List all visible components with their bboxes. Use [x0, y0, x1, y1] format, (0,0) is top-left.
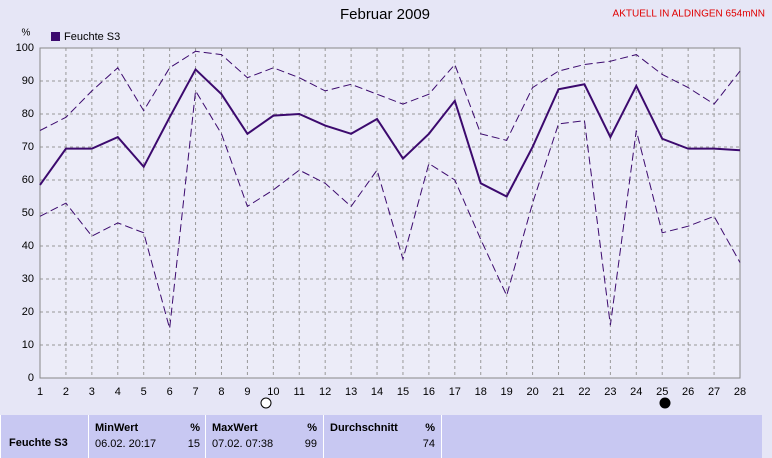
data-line — [39, 89, 741, 329]
y-tick-label: 100 — [16, 42, 34, 54]
data-line — [39, 50, 741, 141]
x-tick-label: 19 — [501, 386, 513, 398]
x-tick-label: 15 — [397, 386, 409, 398]
x-tick-label: 1 — [37, 386, 43, 398]
sensor-cell: Feuchte S3 — [0, 415, 89, 458]
x-tick-label: 21 — [552, 386, 564, 398]
column-unit: % — [307, 422, 317, 434]
x-tick-label: 24 — [630, 386, 642, 398]
x-tick-label: 16 — [423, 386, 435, 398]
x-tick-label: 9 — [244, 386, 250, 398]
x-tick-label: 4 — [115, 386, 121, 398]
y-tick-label: 80 — [22, 108, 34, 120]
x-tick-label: 17 — [449, 386, 461, 398]
plot-border — [39, 47, 741, 379]
column-time: 06.02. 20:17 — [95, 438, 157, 450]
x-tick-label: 10 — [267, 386, 279, 398]
data-line — [39, 67, 741, 198]
annotation: AKTUELL IN ALDINGEN 654mNN — [613, 9, 765, 20]
empty-cell — [441, 415, 762, 458]
moon-icon — [260, 397, 272, 409]
y-tick-label: 40 — [22, 240, 34, 252]
x-tick-label: 8 — [218, 386, 224, 398]
x-tick-label: 3 — [89, 386, 95, 398]
legend: Feuchte S3 — [51, 31, 120, 43]
y-tick-label: 50 — [22, 207, 34, 219]
y-tick-label: 30 — [22, 273, 34, 285]
column-unit: % — [190, 422, 200, 434]
y-axis-label: % — [22, 28, 31, 39]
x-tick-label: 23 — [604, 386, 616, 398]
column-label: Durchschnitt — [330, 422, 398, 434]
x-tick-label: 14 — [371, 386, 383, 398]
y-tick-label: 70 — [22, 141, 34, 153]
chart: Februar 2009 AKTUELL IN ALDINGEN 654mNN … — [16, 6, 765, 409]
x-tick-label: 12 — [319, 386, 331, 398]
column-value: 99 — [304, 438, 317, 450]
x-tick-label: 25 — [656, 386, 668, 398]
column-unit: % — [425, 422, 435, 434]
column-label: MinWert — [95, 422, 139, 434]
y-tick-label: 10 — [22, 339, 34, 351]
legend-label: Feuchte S3 — [64, 31, 120, 43]
x-tick-label: 22 — [578, 386, 590, 398]
sensor-name: Feuchte S3 — [9, 437, 68, 449]
column-label: MaxWert — [212, 422, 258, 434]
y-tick-label: 0 — [28, 372, 34, 384]
chart-title: Februar 2009 — [340, 6, 430, 23]
y-tick-label: 20 — [22, 306, 34, 318]
x-tick-label: 20 — [526, 386, 538, 398]
legend-swatch — [51, 32, 60, 41]
x-tick-label: 28 — [734, 386, 746, 398]
summary-cell: MinWert% 06.02. 20:17 15 — [88, 415, 206, 458]
x-tick-label: 13 — [345, 386, 357, 398]
x-tick-label: 6 — [167, 386, 173, 398]
column-value: 15 — [187, 438, 200, 450]
x-tick-label: 26 — [682, 386, 694, 398]
x-tick-label: 11 — [294, 386, 305, 398]
x-tick-label: 5 — [141, 386, 147, 398]
column-value: 74 — [422, 438, 435, 450]
x-tick-label: 2 — [63, 386, 69, 398]
y-tick-label: 90 — [22, 75, 34, 87]
summary-cell: Durchschnitt% 74 — [323, 415, 441, 458]
x-tick-label: 27 — [708, 386, 720, 398]
moon-icon — [659, 397, 671, 409]
summary-cell: MaxWert% 07.02. 07:38 99 — [205, 415, 323, 458]
x-tick-label: 7 — [192, 386, 198, 398]
x-tick-label: 18 — [475, 386, 487, 398]
column-time: 07.02. 07:38 — [212, 438, 274, 450]
y-tick-label: 60 — [22, 174, 34, 186]
